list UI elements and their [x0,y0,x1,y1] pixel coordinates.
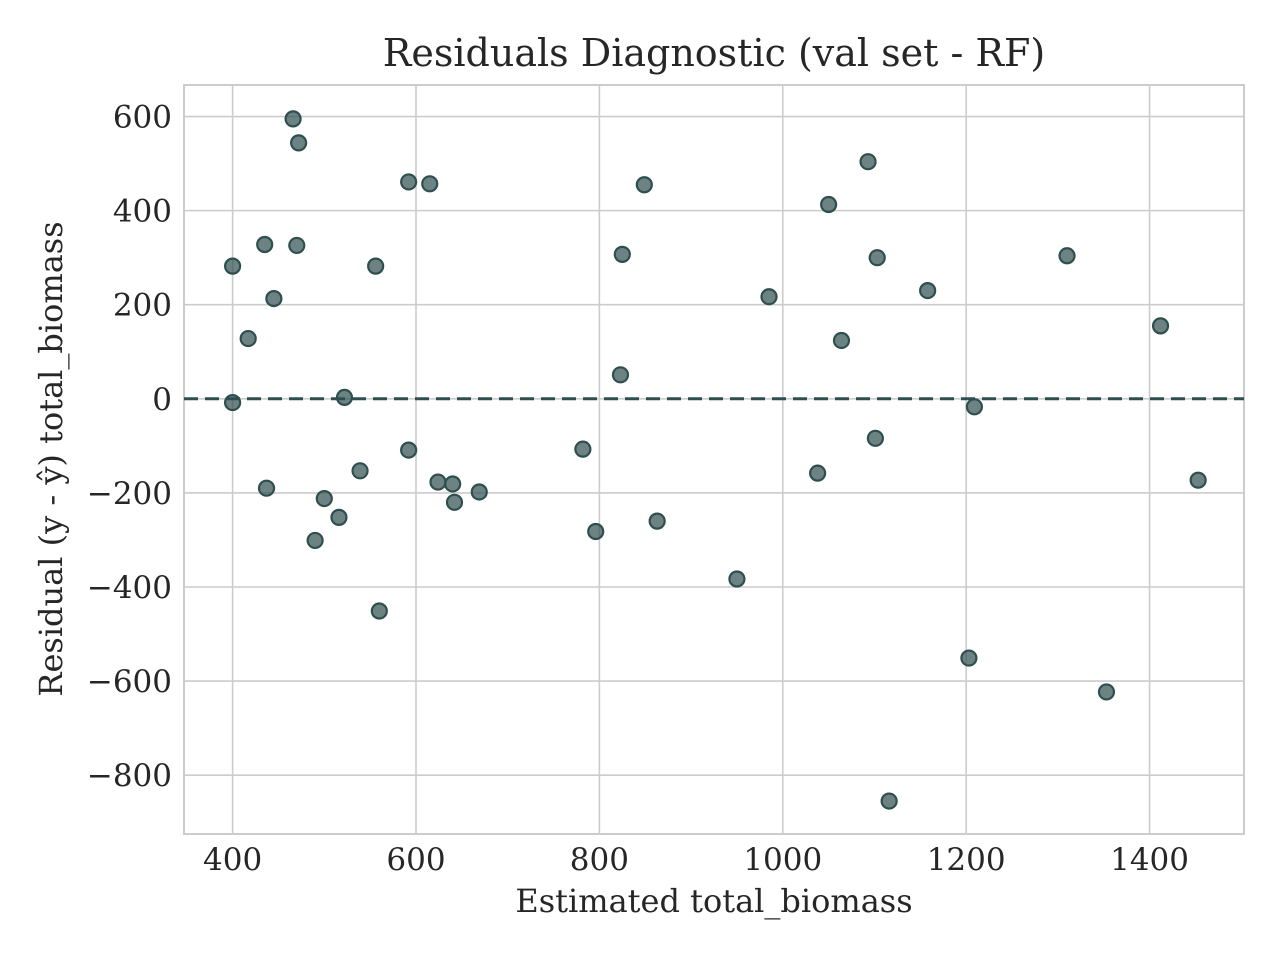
data-point [648,512,666,530]
data-point [288,236,306,255]
y-tick-labels: −800 −600 −400 −200 0 200 400 600 [87,100,172,795]
y-tick-label: −800 [87,758,172,794]
plot-frame [183,84,1245,835]
data-point [315,489,333,508]
data-point [265,289,283,308]
data-point [400,441,418,459]
y-tick-label: 0 [152,382,172,418]
x-tick-label: 1000 [743,842,822,878]
x-tick-label: 1200 [927,842,1006,878]
data-point [470,483,488,501]
data-point [866,429,884,447]
data-point [1097,683,1116,701]
data-point [587,522,605,541]
data-point [728,570,746,588]
data-point [335,388,354,406]
data-point [330,508,348,526]
x-tick-label: 600 [386,842,445,878]
y-gridlines [184,115,1244,776]
residual-points [223,110,1207,810]
x-gridlines [231,85,1151,834]
x-tick-label: 400 [203,842,262,878]
y-tick-label: −400 [87,570,172,606]
x-tick-labels: 400 600 800 1000 1200 1400 [203,842,1189,878]
x-tick-label: 1400 [1110,842,1189,878]
data-point [611,366,630,384]
data-point [1189,471,1207,489]
data-point [960,649,978,667]
data-point [444,475,462,493]
data-point [351,462,369,480]
data-point [635,176,653,194]
data-point [919,281,937,300]
data-point [1151,317,1170,335]
data-point [429,473,447,491]
data-point [370,602,388,620]
chart-title: Residuals Diagnostic (val set - RF) [383,31,1045,75]
data-point [239,329,257,348]
data-point [257,479,276,497]
data-point [290,134,308,152]
data-point [1058,247,1076,265]
y-tick-label: −600 [87,664,172,700]
data-point [880,792,898,810]
data-point [306,531,324,550]
y-tick-label: 400 [113,194,172,230]
data-point [367,257,385,275]
y-axis-label: Residual (y - ŷ) total_biomass [32,221,70,696]
data-point [445,493,464,511]
data-point [223,393,242,412]
data-point [284,110,302,128]
x-tick-label: 800 [570,842,629,878]
data-point [820,195,838,214]
data-point [574,440,592,458]
data-point [760,288,778,306]
data-point [223,257,242,275]
y-tick-label: −200 [87,476,172,512]
data-point [256,235,274,254]
data-point [421,175,439,193]
y-tick-label: 200 [113,288,172,324]
data-point [832,331,851,350]
y-tick-label: 600 [113,100,172,136]
x-axis-label: Estimated total_biomass [515,882,912,920]
data-point [868,249,886,267]
data-point [613,245,631,263]
data-point [400,173,418,191]
data-point [809,464,827,482]
data-point [965,398,984,416]
data-point [859,153,877,171]
